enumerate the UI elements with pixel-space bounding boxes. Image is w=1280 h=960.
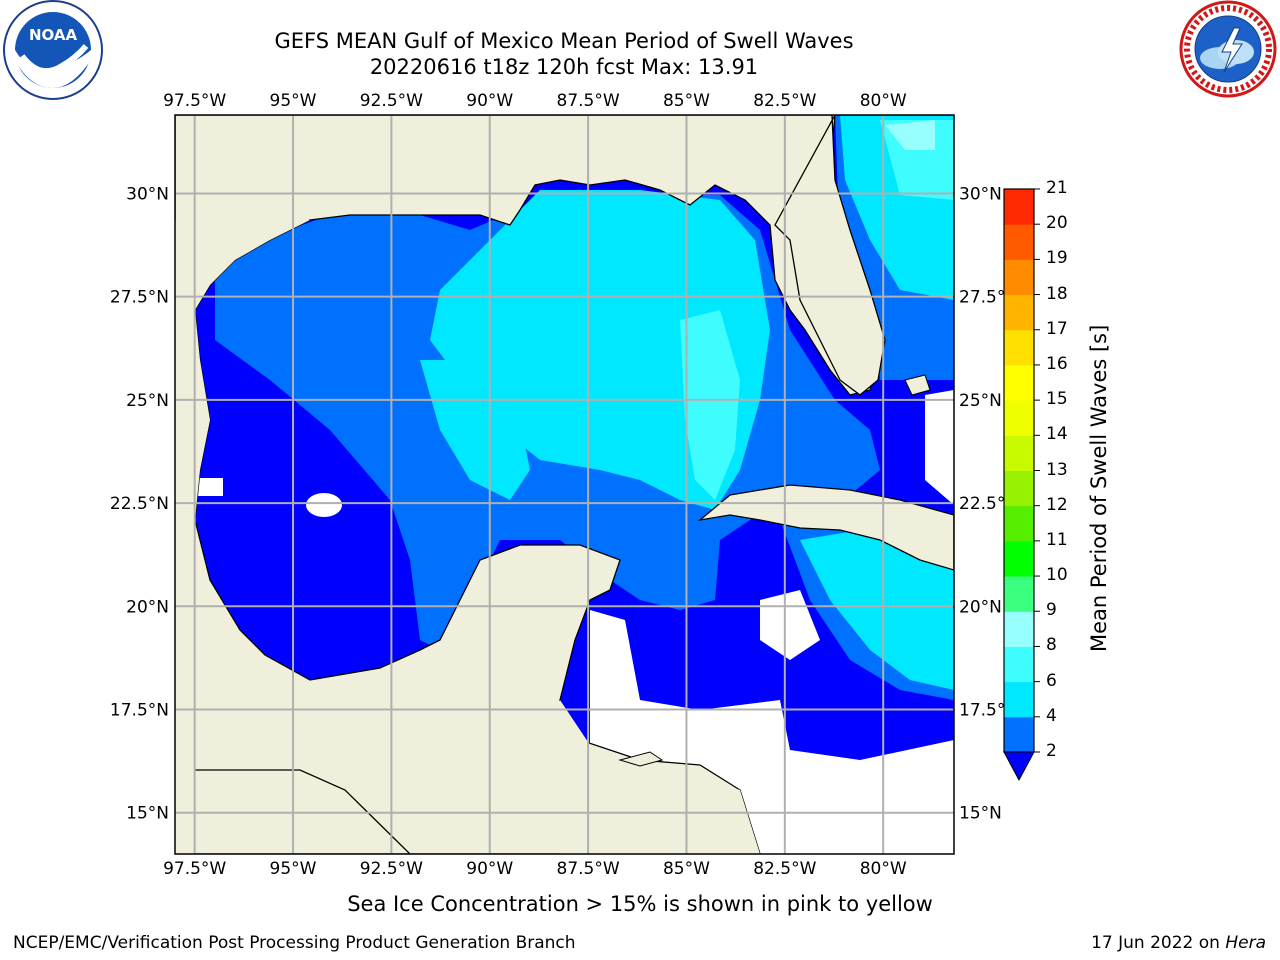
footer-date-text: 17 Jun 2022 on [1091,933,1226,953]
footer-credit: NCEP/EMC/Verification Post Processing Pr… [13,933,576,953]
lon-label-bottom: 90°W [466,859,513,879]
no-data-patch [760,590,820,660]
plot-title: GEFS MEAN Gulf of Mexico Mean Period of … [274,29,854,53]
colorbar-tick-label: 21 [1046,178,1068,198]
colorbar-segment [1004,505,1034,542]
lon-label-bottom: 85°W [663,859,710,879]
lon-label-top: 87.5°W [557,91,620,111]
lon-label-top: 97.5°W [163,91,226,111]
nws-logo-icon [1179,0,1277,98]
land-bahamas [904,374,931,396]
colorbar-segment [1004,646,1034,683]
lon-label-top: 80°W [860,91,907,111]
plot-subtitle: 20220616 t18z 120h fcst Max: 13.91 [369,55,759,79]
lon-label-bottom: 82.5°W [753,859,816,879]
colorbar-segment [1004,681,1034,718]
lon-label-bottom: 97.5°W [163,859,226,879]
land-florida [774,115,954,396]
colorbar-segment [1004,716,1034,753]
colorbar-tick-label: 17 [1046,318,1068,339]
lat-label-left: 25°N [126,391,169,411]
colorbar-tick-label: 11 [1046,529,1068,550]
colorbar-tick-label: 10 [1046,565,1068,586]
colorbar-under-arrow [1003,751,1035,782]
colorbar-tick-label: 13 [1046,459,1068,480]
lat-label-right: 22.5°N [959,494,1018,514]
lat-label-right: 27.5°N [959,288,1018,308]
land-mexico [175,115,310,854]
lon-label-bottom: 95°W [270,859,317,879]
colorbar-tick-label: 16 [1046,353,1068,374]
no-data-patch [195,478,223,496]
lon-label-bottom: 87.5°W [557,859,620,879]
colorbar-tick-label: 18 [1046,283,1068,304]
lat-label-left: 22.5°N [110,494,169,514]
swell-6-8s-field [680,310,740,500]
lat-label-left: 30°N [126,184,169,204]
colorbar-segment [1004,470,1034,507]
lat-label-right: 30°N [959,184,1002,204]
swell-8-9s-atlantic [885,120,935,150]
colorbar-tick-label: 15 [1046,389,1068,410]
noaa-logo-icon: NOAA [3,0,103,100]
lat-label-right: 20°N [959,597,1002,617]
colorbar-tick-label: 12 [1046,494,1068,515]
lon-label-bottom: 92.5°W [360,859,423,879]
lat-label-right: 17.5°N [959,701,1018,721]
colorbar [1003,188,1040,782]
lon-label-top: 95°W [270,91,317,111]
colorbar-segment [1004,435,1034,471]
colorbar-tick-label: 4 [1046,705,1057,726]
colorbar-segment [1004,576,1034,612]
colorbar-segment [1004,540,1034,577]
lat-label-left: 17.5°N [110,701,169,721]
map-gridlines [175,115,954,854]
colorbar-segment [1004,400,1034,436]
colorbar-segment [1004,364,1034,401]
colorbar-segment [1004,294,1034,331]
colorbar-segment [1004,224,1034,260]
lon-label-top: 92.5°W [360,91,423,111]
noaa-logo-text: NOAA [29,26,78,44]
map-frame [174,114,955,855]
colorbar-segment [1004,611,1034,647]
lat-label-right: 15°N [959,804,1002,824]
colorbar-tick-label: 8 [1046,635,1057,656]
colorbar-tick-label: 20 [1046,213,1068,234]
land-cuba [697,484,954,571]
footer-host: Hera [1225,933,1266,953]
sea-ice-note: Sea Ice Concentration > 15% is shown in … [347,892,933,916]
colorbar-tick-label: 14 [1046,424,1068,445]
map-tick-labels: 97.5°W 97.5°W 95°W 95°W 92.5°W 92.5°W 90°W 90°W… [110,91,1018,879]
land-jamaica [618,751,664,767]
lat-label-left: 27.5°N [110,288,169,308]
land-central-america [560,700,954,854]
colorbar-segment [1004,259,1034,296]
colorbar-tick-label: 9 [1046,600,1057,621]
swell-4-6s-field [420,360,530,500]
colorbar-segment [1004,189,1034,225]
colorbar-segment [1004,329,1034,366]
lon-label-bottom: 80°W [860,859,907,879]
lon-label-top: 82.5°W [753,91,816,111]
colorbar-tick-label: 19 [1046,248,1068,269]
lon-label-top: 85°W [663,91,710,111]
colorbar-tick-label: 6 [1046,670,1057,691]
lat-label-right: 25°N [959,391,1002,411]
lat-label-left: 20°N [126,597,169,617]
swell-4-6s-caribbean [800,530,954,690]
footer-date: 17 Jun 2022 on Hera [1091,933,1266,953]
no-data-patch [306,493,342,517]
lat-label-left: 15°N [126,804,169,824]
colorbar-label: Mean Period of Swell Waves [s] [1087,324,1111,652]
no-data-patch [925,390,954,505]
colorbar-tick-label: 2 [1046,741,1057,761]
lon-label-top: 90°W [466,91,513,111]
